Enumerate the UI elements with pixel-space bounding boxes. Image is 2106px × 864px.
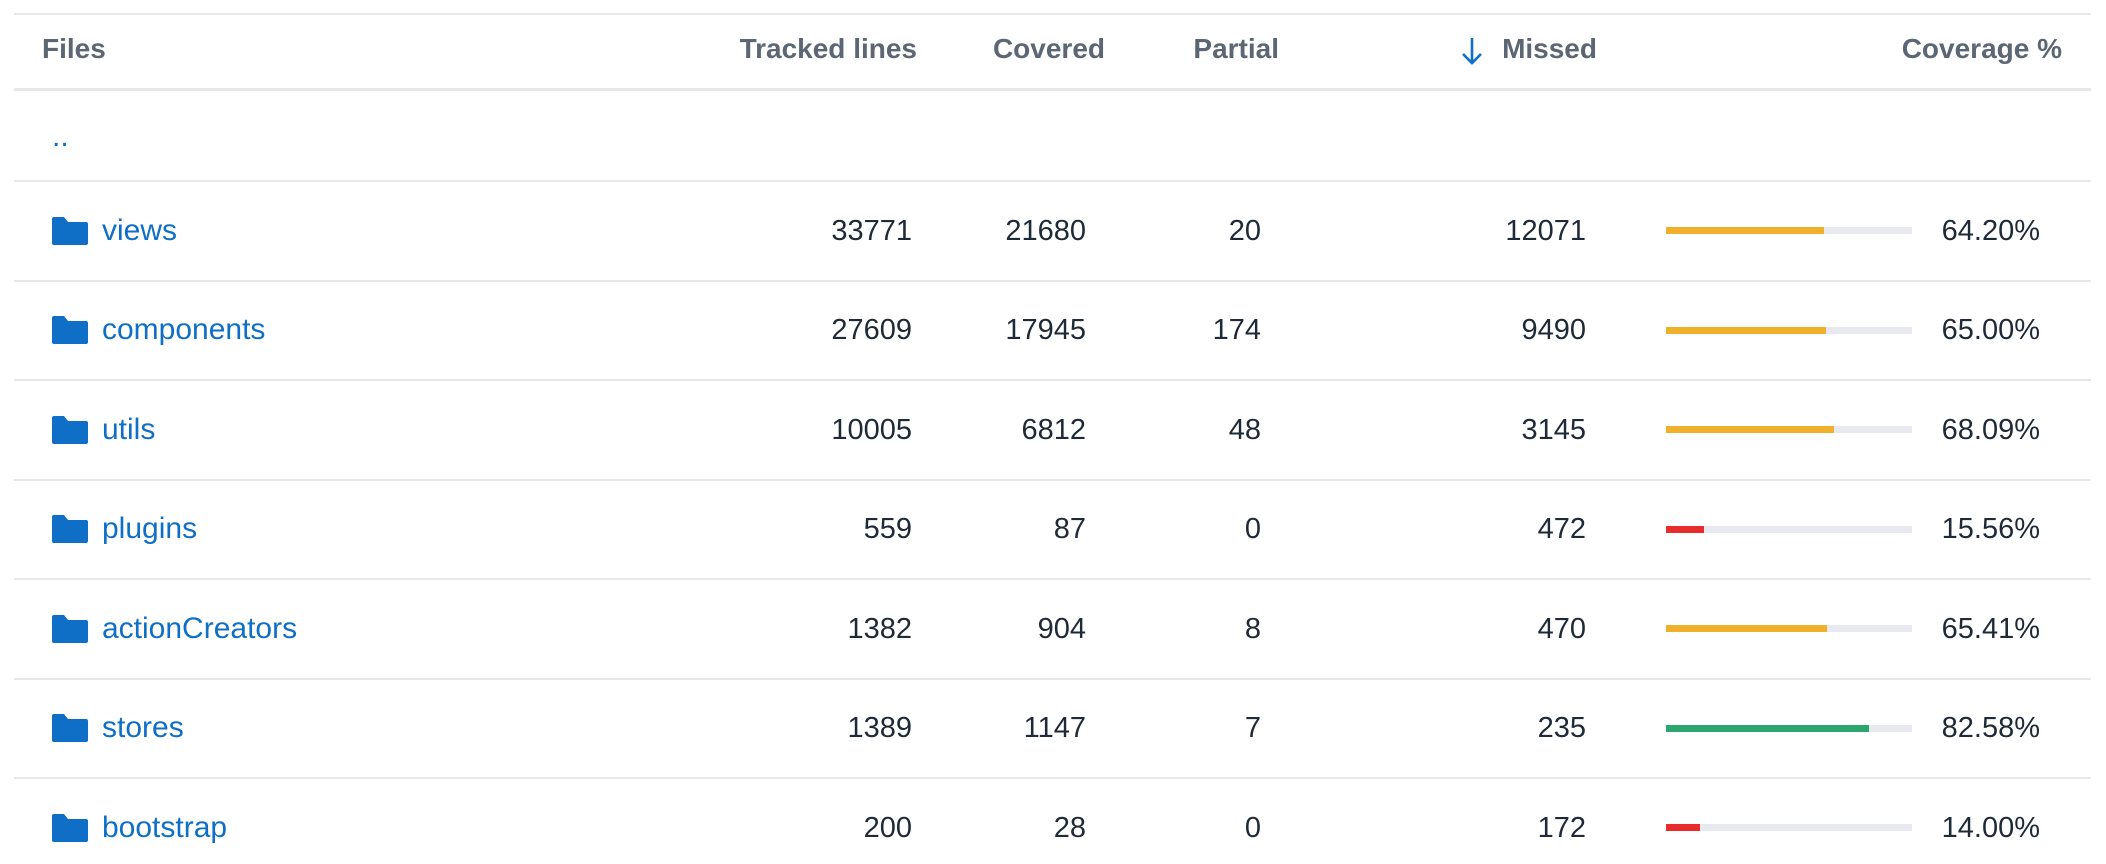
header-partial[interactable]: Partial: [1193, 33, 1279, 64]
divider: [14, 379, 2091, 381]
coverage-bar: [1666, 724, 1870, 732]
coverage-track: [1666, 824, 1912, 832]
divider: [14, 279, 2091, 282]
partial: 174: [1212, 314, 1261, 347]
folder-link[interactable]: plugins: [102, 512, 198, 546]
partial: 0: [1244, 811, 1261, 844]
covered: 904: [1037, 612, 1086, 645]
sort-arrow[interactable]: [1460, 36, 1484, 66]
partial: 0: [1244, 513, 1261, 546]
tracked-lines: 559: [863, 513, 912, 546]
coverage-bar: [1666, 525, 1705, 533]
covered: 21680: [1005, 214, 1086, 247]
coverage-bar: [1666, 426, 1834, 434]
folder-link[interactable]: views: [102, 213, 178, 247]
header-coverage[interactable]: Coverage %: [1901, 33, 2062, 64]
tracked-lines: 1389: [847, 712, 912, 745]
tracked-lines: 200: [863, 811, 912, 844]
coverage-percent: 14.00%: [1941, 811, 2040, 844]
coverage-bar: [1666, 227, 1824, 235]
header-missed[interactable]: Missed: [1502, 33, 1597, 64]
coverage-percent: 65.00%: [1941, 314, 2040, 347]
coverage-bar: [1666, 326, 1826, 334]
coverage-percent: 65.41%: [1941, 612, 2040, 645]
divider: [14, 677, 2091, 680]
tracked-lines: 10005: [831, 413, 912, 446]
missed: 9490: [1521, 314, 1586, 347]
coverage-bar: [1666, 625, 1827, 633]
header-covered[interactable]: Covered: [992, 33, 1105, 64]
divider: [14, 88, 2091, 91]
folder-icon: [52, 813, 88, 842]
folder-icon: [52, 614, 88, 643]
covered: 17945: [1005, 314, 1086, 347]
covered: 6812: [1021, 413, 1086, 446]
folder-link[interactable]: actionCreators: [102, 611, 298, 645]
partial: 20: [1228, 214, 1261, 247]
partial: 48: [1228, 413, 1261, 446]
folder-icon: [52, 515, 88, 544]
tracked-lines: 33771: [831, 214, 912, 247]
missed: 3145: [1521, 413, 1586, 446]
folder-link[interactable]: stores: [102, 711, 184, 745]
header-tracked[interactable]: Tracked lines: [739, 33, 917, 64]
missed: 470: [1537, 612, 1586, 645]
folder-icon: [52, 316, 88, 345]
folder-link[interactable]: utils: [102, 412, 156, 446]
divider: [14, 777, 2091, 779]
missed: 235: [1537, 712, 1586, 745]
parent-link[interactable]: ..: [52, 120, 69, 153]
tracked-lines: 27609: [831, 314, 912, 347]
divider: [14, 478, 2091, 481]
folder-link[interactable]: bootstrap: [102, 810, 228, 844]
covered: 28: [1053, 811, 1086, 844]
divider: [14, 180, 2091, 182]
missed: 172: [1537, 811, 1586, 844]
coverage-percent: 64.20%: [1941, 214, 2040, 247]
folder-icon: [52, 714, 88, 743]
header-files[interactable]: Files: [42, 33, 106, 64]
coverage-percent: 68.09%: [1941, 413, 2040, 446]
missed: 472: [1537, 513, 1586, 546]
tracked-lines: 1382: [847, 612, 912, 645]
covered: 87: [1053, 513, 1086, 546]
coverage-percent: 15.56%: [1941, 513, 2040, 546]
coverage-bar: [1666, 824, 1701, 832]
folder-icon: [52, 415, 88, 444]
divider: [14, 578, 2091, 580]
coverage-percent: 82.58%: [1941, 712, 2040, 745]
folder-link[interactable]: components: [102, 313, 266, 347]
partial: 8: [1244, 612, 1261, 645]
coverage-track: [1666, 525, 1912, 533]
covered: 1147: [1023, 712, 1086, 745]
divider: [14, 13, 2091, 15]
missed: 12071: [1505, 214, 1586, 247]
partial: 7: [1244, 712, 1261, 745]
folder-icon: [52, 216, 88, 245]
